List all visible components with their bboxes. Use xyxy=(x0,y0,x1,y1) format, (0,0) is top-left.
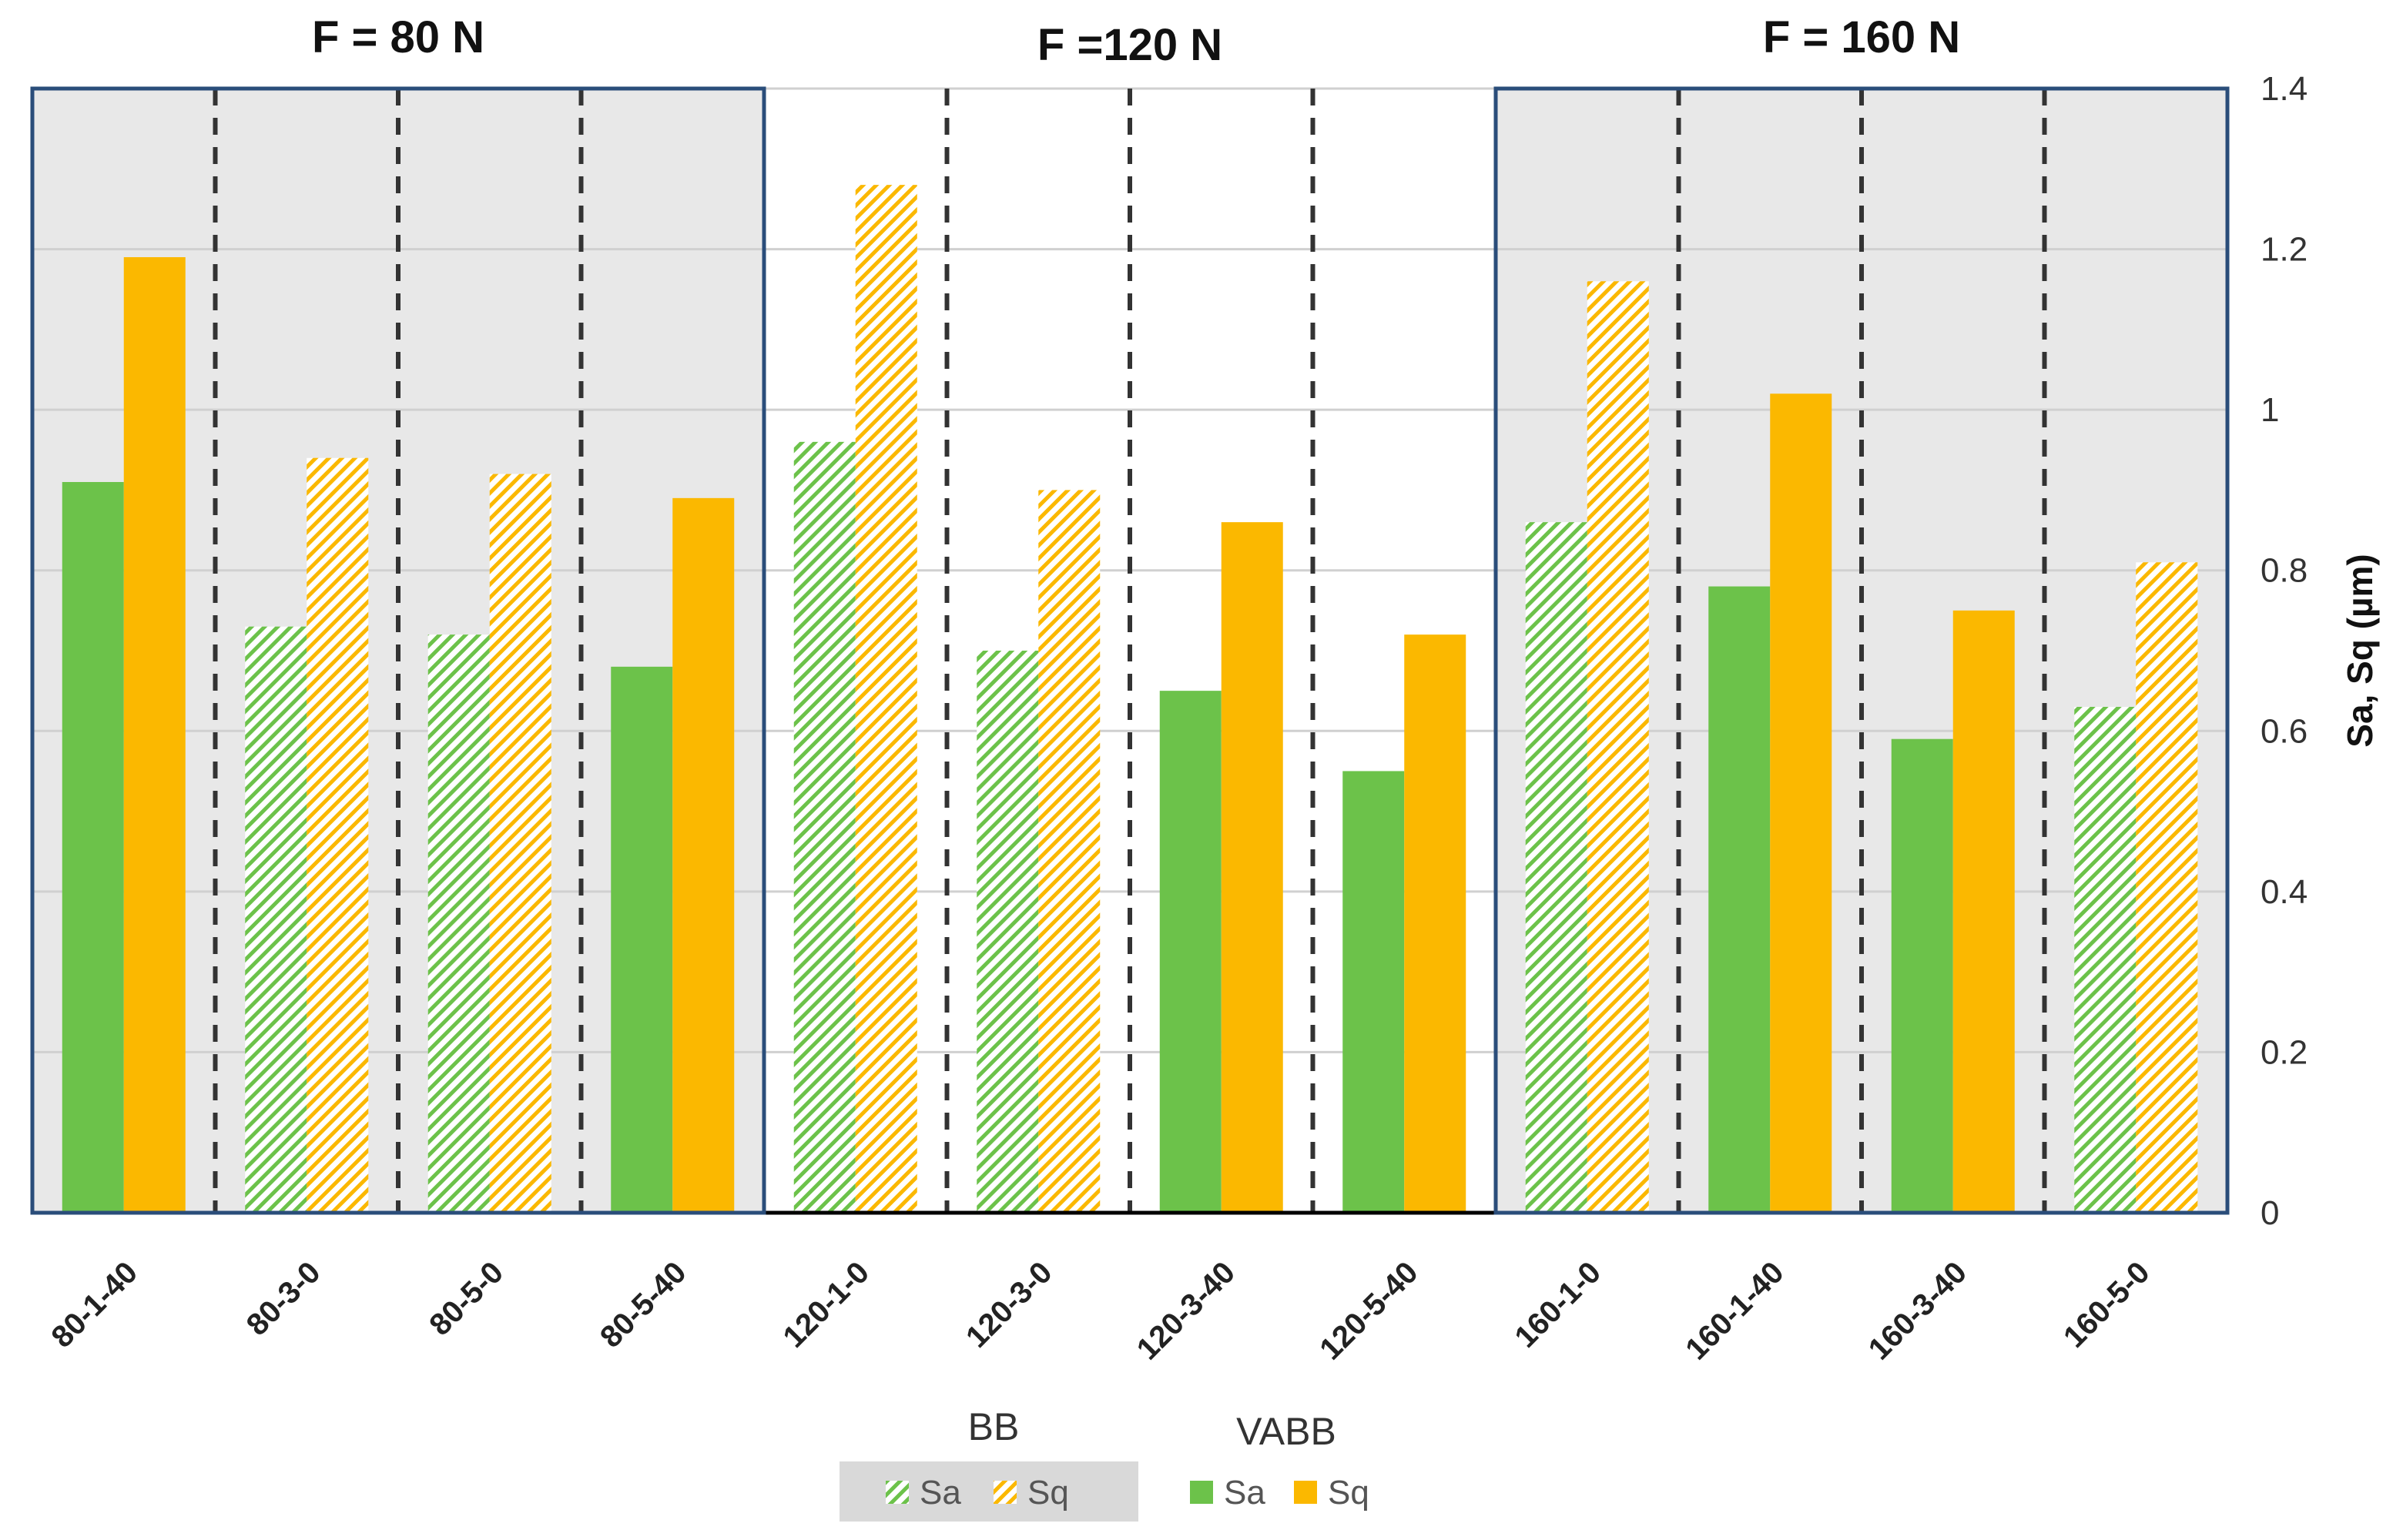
bar-sa-160-1-40 xyxy=(1708,586,1771,1213)
bar-sa-120-3-0 xyxy=(977,651,1039,1213)
bar-sa-80-1-40 xyxy=(62,482,124,1213)
bar-sq-120-3-0 xyxy=(1038,490,1101,1213)
group-title: F =120 N xyxy=(1037,20,1222,70)
y-tick-label: 1.2 xyxy=(2261,231,2308,269)
bar-sa-120-5-40 xyxy=(1342,771,1405,1213)
x-tick-label: 80-1-40 xyxy=(45,1255,145,1354)
x-tick-label: 120-3-40 xyxy=(1131,1255,1242,1366)
bar-sa-120-3-40 xyxy=(1159,691,1222,1213)
group-title: F = 80 N xyxy=(312,12,484,62)
bar-sq-160-5-0 xyxy=(2136,562,2198,1213)
group-frame xyxy=(1493,86,2230,1215)
y-tick-label: 0.8 xyxy=(2261,552,2308,590)
bar-sq-120-5-40 xyxy=(1404,634,1466,1213)
group-title: F = 160 N xyxy=(1763,12,1960,62)
x-tick-label: 160-1-40 xyxy=(1679,1255,1790,1366)
bar-sa-80-3-0 xyxy=(245,626,307,1213)
bar-sq-160-1-0 xyxy=(1587,281,1649,1214)
group-frames xyxy=(30,86,2230,1215)
x-tick-label: 120-3-0 xyxy=(960,1255,1059,1354)
y-axis-label: Sa, Sq (µm) xyxy=(2340,554,2380,747)
legend-vabb-sa-label: Sa xyxy=(1224,1474,1265,1512)
bar-sa-80-5-40 xyxy=(611,666,673,1213)
bar-sa-80-5-0 xyxy=(427,634,490,1213)
bar-sa-120-1-0 xyxy=(793,441,856,1213)
x-tick-label: 160-3-40 xyxy=(1862,1255,1973,1366)
y-tick-label: 0.2 xyxy=(2261,1033,2308,1071)
y-tick-label: 0.4 xyxy=(2261,873,2308,911)
legend-bb-sa-label: Sa xyxy=(920,1474,961,1512)
bars xyxy=(62,185,2198,1214)
legend-box-bb xyxy=(840,1461,1138,1522)
bar-sa-160-1-0 xyxy=(1525,522,1587,1213)
bar-sq-80-3-0 xyxy=(307,457,369,1213)
legend-bb-sa-swatch xyxy=(886,1481,909,1504)
x-tick-label: 80-3-0 xyxy=(240,1255,327,1342)
x-tick-label: 160-5-0 xyxy=(2057,1255,2157,1354)
x-tick-label: 80-5-0 xyxy=(423,1255,510,1342)
x-tick-label: 120-1-0 xyxy=(777,1255,876,1354)
bar-sq-80-1-40 xyxy=(123,257,186,1213)
bar-sa-160-3-40 xyxy=(1891,738,1953,1213)
y-tick-label: 1.4 xyxy=(2261,70,2308,108)
bar-sq-120-1-0 xyxy=(855,185,917,1214)
x-tick-label: 160-1-0 xyxy=(1509,1255,1608,1354)
bar-sq-80-5-0 xyxy=(489,474,551,1213)
x-tick-label: 120-5-40 xyxy=(1313,1255,1424,1366)
bar-sq-120-3-40 xyxy=(1221,522,1283,1213)
legend-vabb-sq-swatch xyxy=(1294,1481,1317,1504)
bar-sa-160-5-0 xyxy=(2074,707,2137,1213)
y-tick-label: 0 xyxy=(2261,1194,2279,1232)
bar-sq-160-1-40 xyxy=(1770,393,1832,1214)
legend-bb-sq-label: Sq xyxy=(1027,1474,1069,1512)
legend-vabb-sq-label: Sq xyxy=(1328,1474,1369,1512)
legend-title-vabb: VABB xyxy=(1236,1410,1336,1453)
legend: BB VABB Sa Sq Sa Sq xyxy=(840,1405,1369,1522)
legend-vabb-sa-swatch xyxy=(1190,1481,1213,1504)
bar-sq-160-3-40 xyxy=(1952,610,2015,1213)
y-tick-label: 1 xyxy=(2261,391,2279,429)
y-tick-label: 0.6 xyxy=(2261,712,2308,750)
legend-title-bb: BB xyxy=(968,1405,1020,1448)
group-frame xyxy=(30,86,766,1215)
category-separators xyxy=(213,89,2047,1213)
bar-sq-80-5-40 xyxy=(672,497,735,1213)
x-tick-label: 80-5-40 xyxy=(594,1255,693,1354)
legend-bb-sq-swatch xyxy=(994,1481,1017,1504)
